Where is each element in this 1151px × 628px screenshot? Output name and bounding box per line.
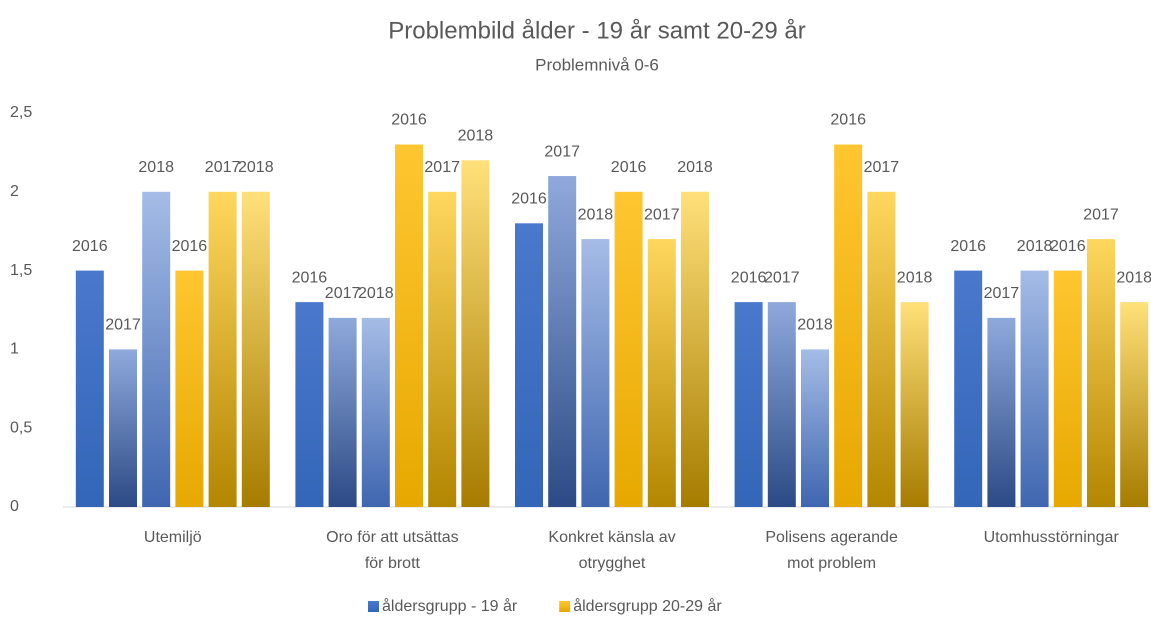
- bar: [867, 191, 896, 508]
- data-label: 2016: [1050, 238, 1086, 255]
- bar: [681, 191, 709, 508]
- bar: [328, 317, 357, 507]
- bar: [428, 191, 457, 508]
- data-label: 2018: [358, 285, 394, 302]
- legend-label: åldersgrupp 20-29 år: [573, 597, 722, 615]
- legend-swatch: [559, 601, 571, 612]
- data-label: 2018: [458, 127, 494, 144]
- bar: [767, 302, 796, 507]
- data-label: 2016: [292, 269, 328, 286]
- data-label: 2018: [1017, 238, 1053, 255]
- data-label: 2018: [1116, 269, 1151, 286]
- data-label: 2018: [578, 206, 614, 223]
- x-tick-label: otrygghet: [579, 555, 646, 572]
- data-label: 2018: [138, 159, 174, 176]
- data-label: 2017: [105, 317, 141, 334]
- bar: [734, 302, 763, 507]
- y-tick-label: 1,5: [10, 262, 32, 279]
- legend-swatch: [368, 601, 379, 612]
- y-tick-label: 2,5: [10, 104, 32, 121]
- data-label: 2017: [984, 285, 1020, 302]
- chart-title: Problembild ålder - 19 år samt 20-29 år: [388, 17, 806, 44]
- x-tick-label: Polisens agerande: [765, 529, 898, 546]
- data-label: 2017: [864, 159, 900, 176]
- data-label: 2017: [205, 159, 241, 176]
- data-label: 2016: [511, 191, 547, 208]
- x-tick-label: mot problem: [787, 555, 876, 572]
- bar: [647, 239, 676, 507]
- data-label: 2017: [325, 285, 361, 302]
- bar: [109, 349, 137, 507]
- bar: [614, 191, 643, 508]
- data-label: 2016: [611, 159, 647, 176]
- bar: [801, 349, 829, 507]
- y-tick-label: 0,5: [10, 419, 32, 436]
- data-label: 2018: [238, 159, 274, 176]
- data-label: 2017: [1083, 206, 1119, 223]
- bar: [954, 270, 983, 507]
- bar: [75, 270, 104, 507]
- data-label: 2016: [391, 112, 427, 129]
- y-tick-label: 0: [10, 498, 19, 515]
- bar: [581, 239, 610, 507]
- x-tick-label: för brott: [365, 555, 421, 572]
- bar: [175, 270, 204, 507]
- data-label: 2017: [544, 143, 580, 160]
- x-tick-label: Oro för att utsättas: [326, 529, 459, 546]
- data-label: 2016: [950, 238, 986, 255]
- x-tick-label: Konkret känsla av: [548, 529, 675, 546]
- data-label: 2016: [172, 238, 208, 255]
- data-label: 2018: [797, 317, 833, 334]
- bar: [515, 223, 543, 507]
- legend-label: åldersgrupp - 19 år: [382, 597, 518, 615]
- bar: [295, 302, 324, 507]
- bar: [142, 191, 171, 508]
- y-tick-label: 2: [10, 183, 19, 200]
- y-tick-label: 1: [10, 341, 19, 358]
- data-label: 2018: [897, 269, 933, 286]
- data-label: 2017: [424, 159, 460, 176]
- data-label: 2016: [731, 269, 767, 286]
- bar: [834, 144, 863, 507]
- chart-subtitle: Problemnivå 0-6: [535, 55, 659, 74]
- bar: [1120, 302, 1149, 507]
- bar: [208, 191, 237, 508]
- bar: [361, 317, 390, 507]
- data-label: 2016: [72, 238, 108, 255]
- data-label: 2016: [830, 112, 866, 129]
- bar: [548, 176, 577, 508]
- data-label: 2018: [677, 159, 713, 176]
- bar: [1020, 270, 1049, 507]
- x-tick-label: Utomhusstörningar: [984, 529, 1120, 546]
- bar: [900, 302, 929, 507]
- data-label: 2017: [644, 206, 680, 223]
- bar: [1087, 239, 1115, 507]
- bar: [987, 317, 1016, 507]
- bar: [1053, 270, 1082, 507]
- x-tick-label: Utemiljö: [144, 529, 202, 546]
- data-label: 2017: [764, 269, 800, 286]
- bar: [395, 144, 423, 507]
- bar: [241, 191, 270, 508]
- bar: [461, 160, 490, 507]
